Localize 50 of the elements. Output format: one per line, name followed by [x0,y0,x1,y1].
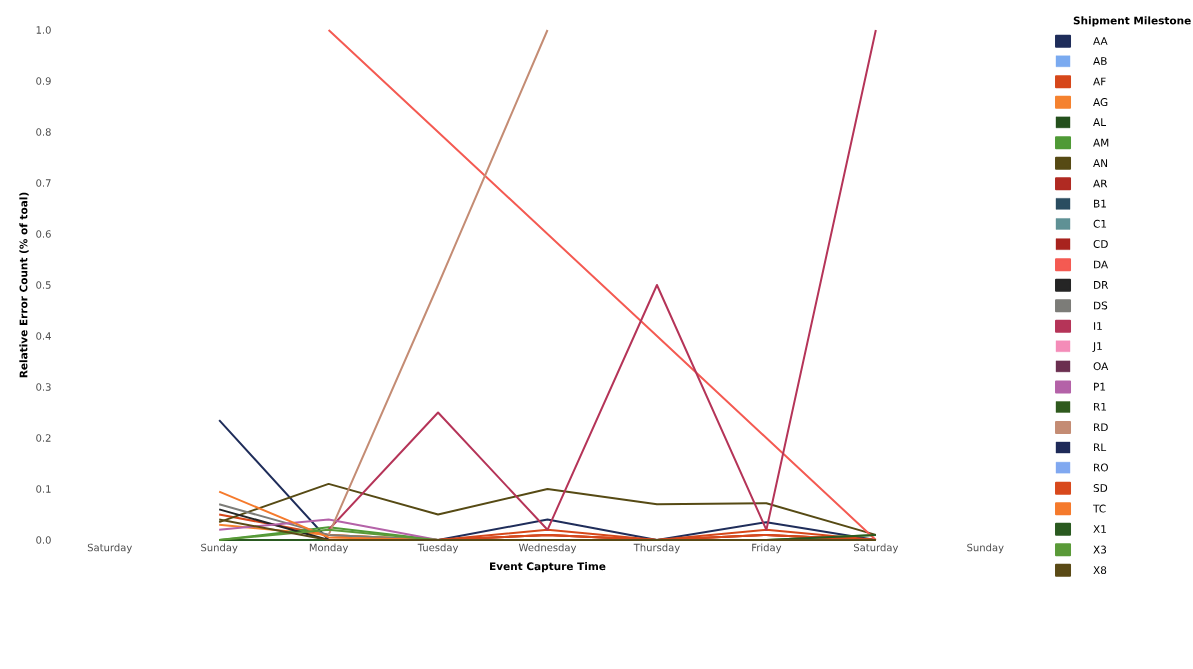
legend-label: X8 [1093,566,1107,575]
x-tick-label: Tuesday [417,543,459,554]
legend-label: DA [1094,260,1109,269]
x-tick-label: Saturday [853,543,899,554]
legend-label: P1 [1094,382,1106,391]
legend-label: AN [1093,159,1108,167]
x-axis-title: Event Capture Time [490,562,606,573]
legend-label: AG [1093,98,1108,107]
legend-label: R1 [1094,402,1107,411]
y-tick-label: 0.6 [36,230,51,238]
x-tick-label: Thursday [633,543,680,554]
y-tick-label: 0.1 [36,485,51,493]
legend-label: CD [1093,240,1108,248]
legend-label: RL [1094,443,1107,452]
legend-label: B1 [1094,199,1106,208]
x-tick-label: Sunday [201,543,238,554]
y-tick-label: 0.7 [36,179,51,187]
legend-label: X1 [1093,525,1106,533]
x-tick-label: Monday [309,543,349,554]
y-tick-label: 0.9 [36,77,51,85]
x-tick-label: Friday [752,543,782,554]
legend-label: DR [1094,281,1109,289]
legend-label: AM [1093,138,1109,147]
legend-label: RO [1094,463,1108,472]
legend-label: I1 [1094,322,1102,330]
x-tick-label: Wednesday [518,543,577,554]
legend-label: X3 [1093,545,1107,554]
legend-label: C1 [1093,219,1107,228]
legend-label: J1 [1092,342,1102,352]
y-axis-title: Relative Error Count (% of toal) [19,192,29,378]
x-tick-label: Sunday [967,543,1004,554]
legend-title: Shipment Milestone [1073,16,1191,27]
legend-label: TC [1092,504,1106,513]
legend-label: AL [1093,118,1106,126]
y-tick-label: 0.5 [36,281,51,289]
legend-label: AF [1093,77,1106,86]
y-tick-label: 0.3 [36,383,51,391]
x-tick-label: Saturday [87,543,132,554]
y-tick-label: 0.0 [36,536,51,544]
y-tick-label: 1.0 [36,26,51,34]
legend-label: OA [1093,362,1109,371]
legend-label: SD [1093,484,1108,492]
legend-label: AA [1093,37,1108,45]
legend-label: AR [1093,179,1108,188]
y-tick-label: 0.8 [36,128,51,136]
y-tick-label: 0.2 [36,434,51,442]
y-tick-label: 0.4 [36,332,51,340]
legend-label: DS [1094,301,1108,310]
legend-label: AB [1093,57,1107,65]
legend-label: RD [1094,423,1108,432]
